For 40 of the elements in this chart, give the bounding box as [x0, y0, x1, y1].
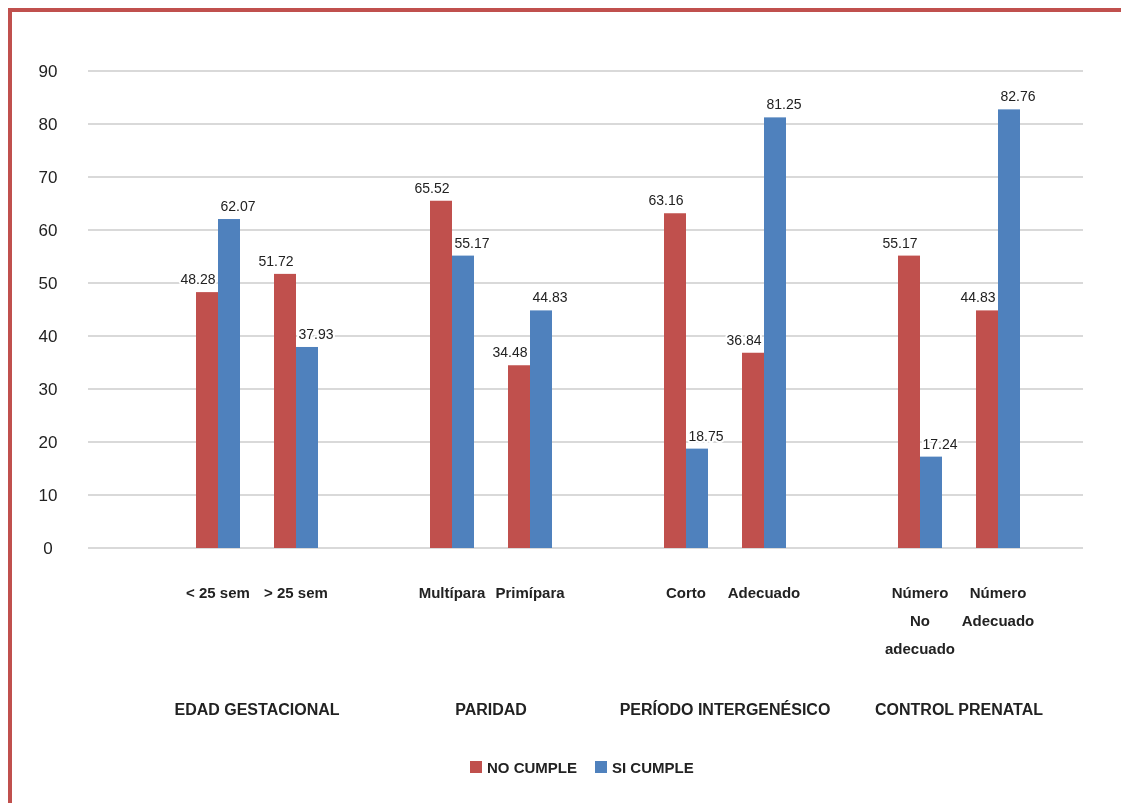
legend-label: NO CUMPLE [487, 759, 577, 776]
y-tick-label: 70 [38, 168, 58, 187]
x-tick-label: Corto [666, 584, 706, 601]
data-label: 62.07 [220, 198, 256, 215]
x-tick-label: Primípara [495, 584, 566, 601]
x-tick-label: < 25 sem [186, 584, 250, 601]
x-tick-label: > 25 sem [264, 584, 328, 601]
data-label: 55.17 [882, 234, 918, 251]
x-tick-label: Multípara [418, 584, 486, 601]
data-label: 36.84 [726, 331, 762, 348]
x-tick-label: Adecuado [727, 584, 801, 601]
data-label: 81.25 [766, 96, 802, 113]
y-tick-label: 20 [38, 433, 58, 452]
y-tick-label: 30 [38, 380, 58, 399]
data-label: 34.48 [492, 344, 528, 361]
y-tick-label: 10 [38, 486, 58, 505]
data-label: 65.52 [414, 179, 450, 196]
y-tick-label: 90 [38, 62, 58, 81]
text: CONTROL PRENATAL [875, 701, 1044, 718]
y-tick-label: 60 [38, 221, 58, 240]
text: PERÍODO INTERGENÉSICO [619, 700, 831, 718]
data-label: 51.72 [258, 252, 294, 269]
y-tick-label: 80 [38, 115, 58, 134]
data-label: 48.28 [180, 271, 216, 288]
data-label: 17.24 [922, 435, 958, 452]
y-tick-label: 40 [38, 327, 58, 346]
data-label: 55.17 [454, 234, 490, 251]
x-tick-label: Número Adecuado [961, 584, 1035, 629]
y-tick-label: 50 [38, 274, 58, 293]
text: PARIDAD [455, 701, 527, 718]
data-label: 44.83 [532, 289, 568, 306]
data-label: 82.76 [1000, 88, 1036, 105]
data-label: 44.83 [960, 289, 996, 306]
y-tick-label: 0 [43, 539, 53, 558]
data-label: 63.16 [648, 192, 684, 209]
x-tick-label: Número No adecuado [884, 584, 956, 657]
data-label: 37.93 [298, 325, 334, 342]
text: EDAD GESTACIONAL [174, 701, 340, 718]
legend-label: SI CUMPLE [612, 759, 694, 776]
data-label: 18.75 [688, 427, 724, 444]
